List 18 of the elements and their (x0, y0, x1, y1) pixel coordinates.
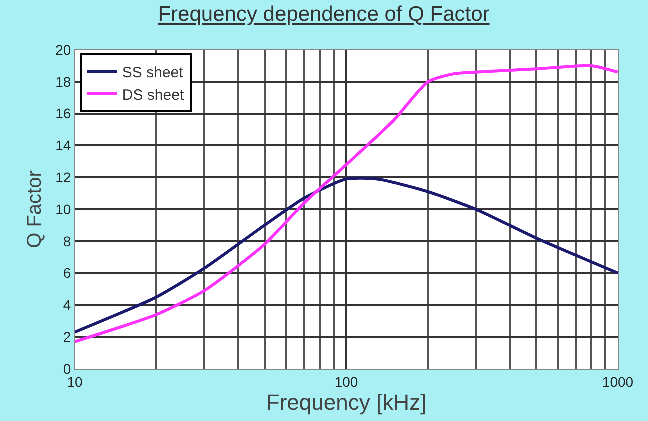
y-tick-label: 0 (63, 360, 72, 377)
y-tick-label: 14 (56, 138, 72, 154)
y-tick-label: 20 (56, 42, 72, 58)
legend-label: DS sheet (122, 86, 185, 104)
y-axis-title: Q Factor (24, 170, 46, 248)
y-tick-label: 10 (56, 201, 72, 218)
y-tick-label: 2 (63, 329, 72, 345)
legend-label: SS sheet (122, 64, 184, 82)
y-tick-label: 4 (63, 297, 72, 314)
x-tick-label: 100 (334, 374, 358, 390)
y-tick-label: 18 (56, 74, 72, 90)
y-tick-label: 6 (63, 265, 72, 282)
y-tick-label: 8 (63, 233, 72, 250)
y-tick-label: 16 (56, 106, 72, 122)
y-tick-label: 12 (56, 170, 72, 186)
x-axis-title: Frequency [kHz] (266, 390, 427, 415)
chart-title: Frequency dependence of Q Factor (158, 3, 490, 26)
x-tick-label: 1000 (602, 374, 634, 390)
